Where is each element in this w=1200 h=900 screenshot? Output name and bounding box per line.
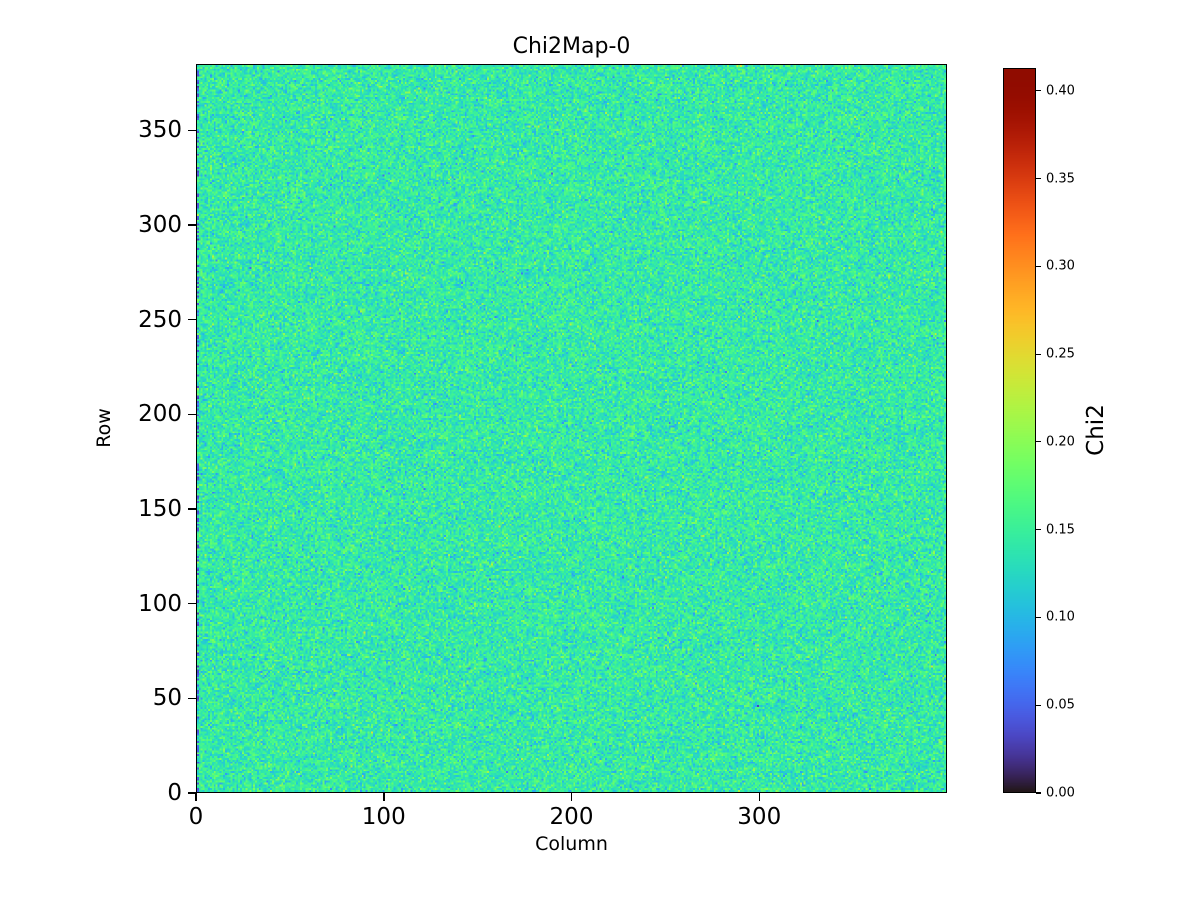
x-tick-label: 100 (361, 804, 406, 830)
colorbar-label: Chi2 (1083, 404, 1109, 456)
colorbar-tick-mark (1036, 265, 1041, 267)
y-tick-label: 100 (138, 590, 182, 617)
y-tick-label: 0 (167, 780, 182, 806)
colorbar-tick-label: 0.20 (1046, 434, 1075, 450)
colorbar-tick-label: 0.30 (1046, 258, 1075, 274)
colorbar-tick-label: 0.35 (1046, 171, 1075, 187)
y-tick-label: 300 (138, 211, 182, 238)
x-tick-label: 200 (549, 804, 594, 830)
colorbar-tick-label: 0.25 (1046, 346, 1075, 362)
colorbar-gradient (1004, 69, 1035, 792)
x-tick-mark (195, 793, 197, 801)
y-tick-label: 250 (138, 306, 182, 333)
colorbar-tick-mark (1036, 704, 1041, 706)
colorbar-tick-mark (1036, 177, 1041, 180)
colorbar-tick-mark (1036, 792, 1041, 794)
x-tick-mark (570, 793, 573, 801)
colorbar-tick-mark (1036, 90, 1041, 92)
y-tick-mark (188, 413, 196, 416)
y-tick-mark (188, 224, 196, 226)
colorbar-tick-label: 0.10 (1046, 609, 1075, 625)
heatmap-image (197, 65, 946, 792)
colorbar-tick-mark (1036, 616, 1041, 619)
x-axis-label: Column (535, 833, 608, 855)
y-tick-label: 150 (138, 495, 182, 522)
y-tick-mark (188, 508, 196, 510)
y-tick-label: 50 (152, 685, 182, 712)
y-axis-label: Row (93, 408, 115, 448)
colorbar-tick-label: 0.40 (1046, 83, 1075, 99)
x-tick-mark (383, 793, 385, 801)
y-tick-label: 200 (138, 401, 182, 428)
colorbar-tick-mark (1036, 529, 1041, 531)
colorbar-tick-mark (1036, 441, 1041, 443)
y-tick-mark (188, 792, 196, 794)
colorbar (1003, 68, 1036, 793)
x-tick-mark (758, 793, 760, 801)
x-tick-label: 0 (188, 804, 204, 830)
x-tick-label: 300 (737, 804, 782, 830)
colorbar-tick-label: 0.00 (1046, 785, 1075, 801)
colorbar-tick-mark (1036, 353, 1041, 355)
colorbar-tick-label: 0.15 (1046, 522, 1075, 538)
colorbar-tick-label: 0.05 (1046, 697, 1075, 713)
y-tick-mark (188, 602, 196, 605)
y-tick-mark (188, 318, 196, 321)
heatmap-plot-area (196, 64, 947, 793)
y-tick-mark (188, 697, 196, 700)
y-tick-mark (188, 129, 196, 132)
chart-title: Chi2Map-0 (512, 34, 631, 59)
y-tick-label: 350 (138, 117, 182, 144)
